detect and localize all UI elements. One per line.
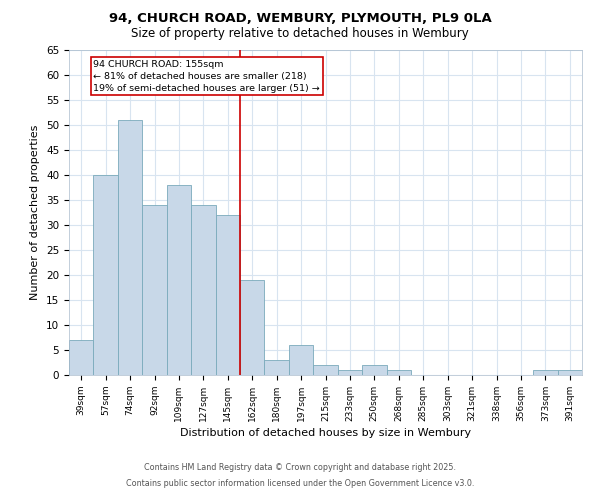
Bar xyxy=(362,365,386,375)
X-axis label: Distribution of detached houses by size in Wembury: Distribution of detached houses by size … xyxy=(180,428,471,438)
Bar xyxy=(215,215,240,375)
Bar xyxy=(533,370,557,375)
Bar xyxy=(69,340,94,375)
Text: Contains public sector information licensed under the Open Government Licence v3: Contains public sector information licen… xyxy=(126,478,474,488)
Text: 94, CHURCH ROAD, WEMBURY, PLYMOUTH, PL9 0LA: 94, CHURCH ROAD, WEMBURY, PLYMOUTH, PL9 … xyxy=(109,12,491,26)
Bar xyxy=(265,360,289,375)
Bar xyxy=(557,370,582,375)
Text: Contains HM Land Registry data © Crown copyright and database right 2025.: Contains HM Land Registry data © Crown c… xyxy=(144,464,456,472)
Bar xyxy=(142,205,167,375)
Bar xyxy=(191,205,215,375)
Bar xyxy=(240,280,265,375)
Text: Size of property relative to detached houses in Wembury: Size of property relative to detached ho… xyxy=(131,28,469,40)
Text: 94 CHURCH ROAD: 155sqm
← 81% of detached houses are smaller (218)
19% of semi-de: 94 CHURCH ROAD: 155sqm ← 81% of detached… xyxy=(94,60,320,92)
Bar xyxy=(313,365,338,375)
Bar xyxy=(338,370,362,375)
Bar xyxy=(386,370,411,375)
Bar xyxy=(118,120,142,375)
Bar xyxy=(167,185,191,375)
Bar xyxy=(289,345,313,375)
Bar xyxy=(94,175,118,375)
Y-axis label: Number of detached properties: Number of detached properties xyxy=(31,125,40,300)
